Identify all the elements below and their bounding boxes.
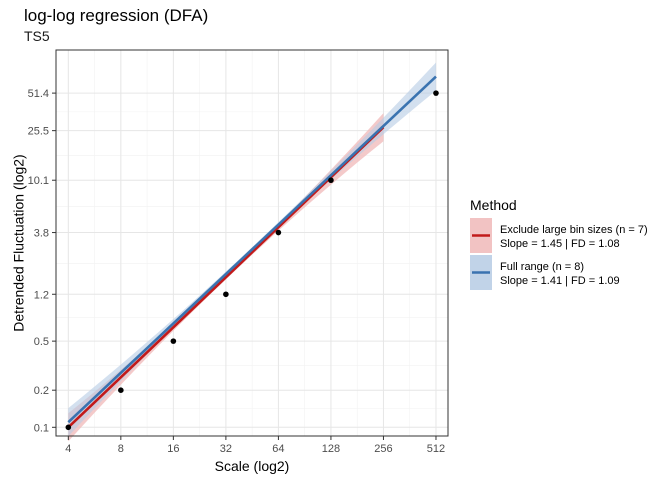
data-point xyxy=(65,424,72,431)
data-point xyxy=(223,291,229,298)
regression-line-1 xyxy=(67,126,385,429)
y-tick-label: 1.2 xyxy=(34,289,49,301)
regression-line-2 xyxy=(67,75,437,424)
x-tick-label: 512 xyxy=(427,443,445,455)
y-axis-ticks: 0.1 0.2 0.5 1.2 3.8 10.1 25.5 51.4 xyxy=(28,88,56,434)
panel-border xyxy=(55,49,449,437)
chart-subtitle: TS5 xyxy=(24,28,50,44)
x-tick-label: 32 xyxy=(220,443,232,455)
y-tick-label: 3.8 xyxy=(34,228,49,240)
legend: Method Exclude large bin sizes (n = 7) Sl… xyxy=(470,197,648,290)
y-axis-title: Detrended Fluctuation (log2) xyxy=(11,154,27,331)
legend-label-1: Exclude large bin sizes (n = 7) xyxy=(500,224,648,236)
data-point xyxy=(328,177,334,184)
legend-title: Method xyxy=(470,197,517,213)
y-tick-label: 25.5 xyxy=(28,126,49,138)
chart-title: log-log regression (DFA) xyxy=(24,6,209,25)
x-tick-label: 8 xyxy=(118,443,124,455)
y-tick-label: 0.5 xyxy=(34,336,49,348)
y-tick-label: 51.4 xyxy=(28,88,49,100)
x-tick-label: 64 xyxy=(272,443,284,455)
y-tick-label: 0.2 xyxy=(34,385,49,397)
y-tick-label: 0.1 xyxy=(34,422,49,434)
legend-label-2: Full range (n = 8) xyxy=(500,261,584,273)
data-points xyxy=(65,90,439,431)
regression-lines xyxy=(67,75,437,429)
data-point xyxy=(433,90,439,96)
data-point xyxy=(118,387,124,393)
x-axis-title: Scale (log2) xyxy=(215,458,290,474)
x-tick-label: 16 xyxy=(167,443,179,455)
y-tick-label: 10.1 xyxy=(28,175,49,187)
x-axis-ticks: 4 8 16 32 64 128 256 512 xyxy=(65,436,445,455)
x-tick-label: 128 xyxy=(322,443,340,455)
data-point xyxy=(275,229,282,236)
grid-major xyxy=(56,50,448,436)
legend-stats-2: Slope = 1.41 | FD = 1.09 xyxy=(500,275,620,287)
x-tick-label: 4 xyxy=(65,443,71,455)
legend-stats-1: Slope = 1.45 | FD = 1.08 xyxy=(500,238,620,250)
x-tick-label: 256 xyxy=(374,443,392,455)
data-point xyxy=(170,338,177,344)
